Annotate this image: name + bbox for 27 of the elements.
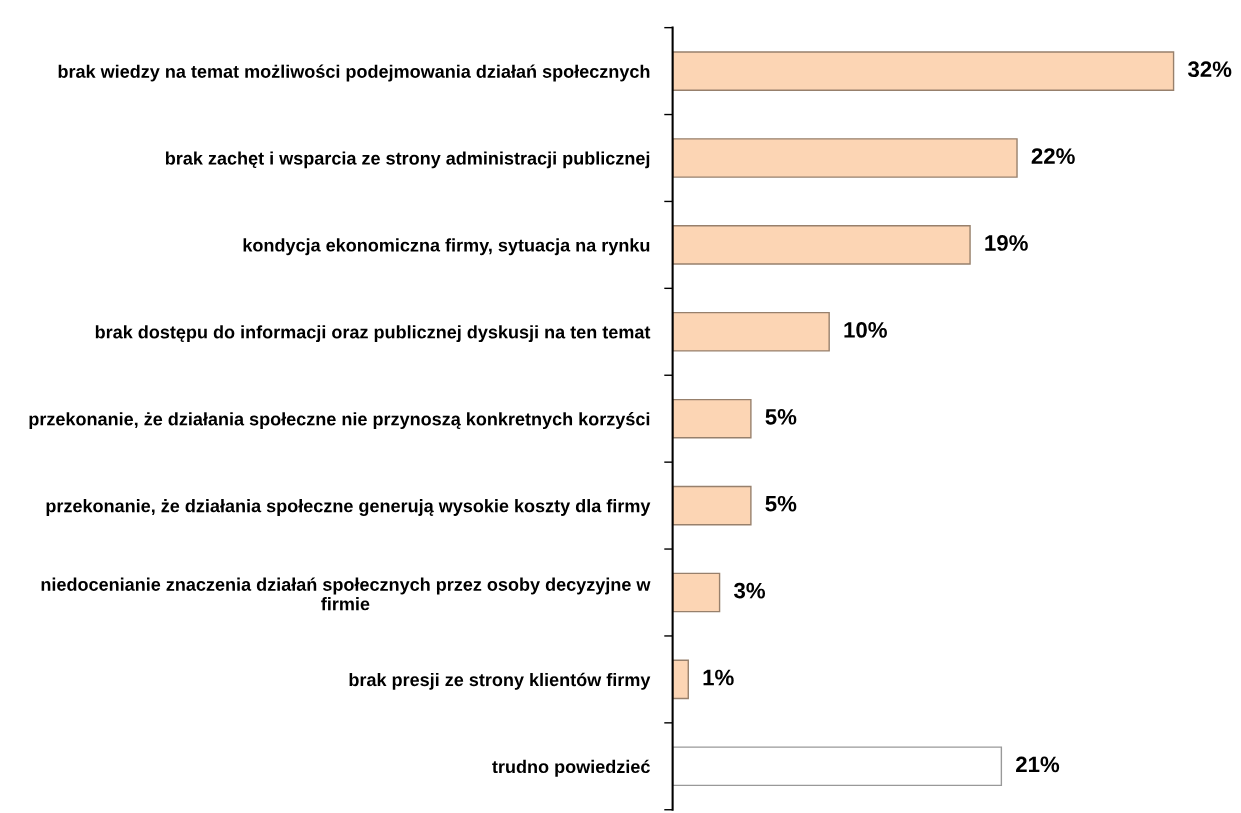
data-label: 22% — [1031, 148, 1075, 164]
y-tick-label: przekonanie, że działania społeczne generują wysokie koszty dla firmy — [46, 499, 651, 516]
y-tick-label: brak dostępu do informacji oraz publicznej dyskusji na ten temat — [95, 325, 651, 343]
y-tick-label: trudno powiedzieć — [492, 759, 650, 777]
bar — [672, 572, 721, 613]
bar — [672, 51, 1175, 91]
data-label: 5% — [765, 495, 797, 512]
data-label: 19% — [985, 235, 1028, 251]
data-label: 3% — [733, 582, 766, 599]
bar — [672, 485, 752, 526]
data-label: 21% — [1016, 756, 1060, 773]
y-tick-label: brak wiedzy na temat możliwości podejmowania działań społecznych — [58, 64, 650, 82]
data-label: 5% — [765, 408, 797, 425]
bar — [672, 746, 1003, 787]
bar — [672, 398, 752, 439]
bar — [672, 138, 1018, 178]
y-tick-label: brak zachęt i wsparcia ze strony administracji publicznej — [165, 151, 650, 169]
bar — [672, 311, 830, 352]
bar — [672, 225, 971, 265]
data-label: 10% — [844, 322, 887, 338]
bar — [672, 659, 689, 700]
y-tick-label: kondycja ekonomiczna firmy, sytuacja na rynku — [243, 238, 650, 256]
y-tick-label: brak presji ze strony klientów firmy — [349, 672, 651, 690]
data-label: 32% — [1187, 61, 1232, 78]
y-tick-label: niedocenianie znaczenia działań społecznych przez osoby decyzyjne w firmie — [41, 577, 651, 611]
data-label: 1% — [703, 669, 734, 686]
y-tick-label: przekonanie, że działania społeczne nie przynoszą konkretnych korzyści — [29, 412, 650, 430]
